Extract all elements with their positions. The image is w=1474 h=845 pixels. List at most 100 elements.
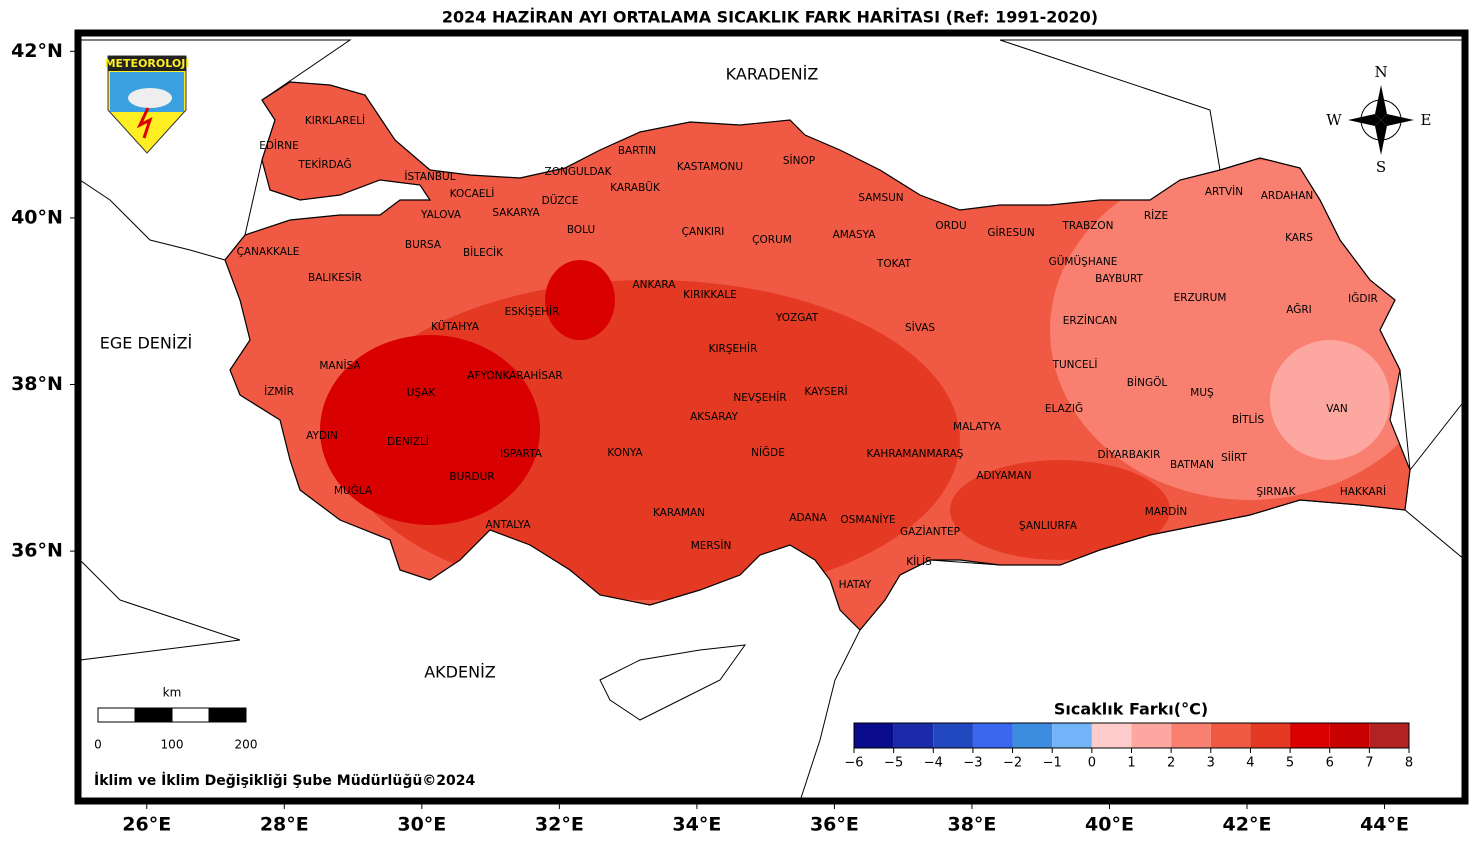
province-label: ISPARTA (500, 448, 543, 460)
province-label: ÇANKIRI (682, 226, 725, 238)
province-label: KASTAMONU (677, 161, 743, 173)
province-label: BİLECİK (463, 246, 504, 259)
scale-tick: 100 (161, 738, 184, 752)
province-label: AMASYA (833, 229, 877, 241)
province-label: AĞRI (1286, 303, 1312, 316)
province-label: SAMSUN (858, 192, 903, 204)
x-tick-label: 44°E (1360, 814, 1409, 836)
colorbar-tick-label: 1 (1127, 756, 1135, 771)
province-label: EDİRNE (259, 139, 299, 152)
province-label: ÇANAKKALE (237, 246, 300, 258)
province-label: BİTLİS (1232, 413, 1265, 426)
province-label: NEVŞEHİR (733, 391, 786, 404)
colorbar-tick-label: 6 (1326, 756, 1334, 771)
province-label: KARAMAN (653, 507, 705, 519)
colorbar-tick-label: −4 (924, 756, 943, 771)
province-label: IĞDIR (1348, 292, 1378, 305)
compass-label: S (1376, 158, 1386, 176)
province-label: MALATYA (953, 421, 1002, 433)
province-label: KOCAELİ (450, 187, 495, 200)
province-label: BARTIN (618, 145, 656, 157)
province-label: DENİZLİ (387, 435, 429, 448)
province-label: BİNGÖL (1127, 376, 1168, 389)
colorbar-bin (893, 723, 934, 748)
y-tick-label: 36°N (11, 540, 63, 562)
province-label: KARS (1285, 232, 1313, 244)
province-label: İSTANBUL (404, 170, 455, 183)
province-label: ORDU (935, 220, 966, 232)
colorbar-bin (1052, 723, 1092, 748)
colorbar-bin (1091, 723, 1132, 748)
x-tick-label: 36°E (810, 814, 859, 836)
colorbar-tick-label: 5 (1286, 756, 1294, 771)
colorbar-tick-label: −3 (963, 756, 982, 771)
province-label: ANKARA (633, 279, 677, 291)
logo: METEOROLOJİ (105, 55, 190, 154)
x-tick-label: 32°E (535, 814, 584, 836)
province-label: TEKİRDAĞ (297, 158, 351, 171)
x-tick-label: 30°E (397, 814, 446, 836)
sea-label: EGE DENİZİ (100, 334, 193, 353)
province-label: AKSARAY (690, 411, 738, 423)
colorbar-tick-label: −5 (884, 756, 903, 771)
province-label: KÜTAHYA (431, 320, 480, 333)
province-label: YOZGAT (775, 312, 819, 324)
x-tick-label: 28°E (260, 814, 309, 836)
scale-tick: 200 (235, 738, 258, 752)
x-tick-label: 38°E (947, 814, 996, 836)
province-label: VAN (1326, 403, 1348, 415)
colorbar-tick-label: 4 (1246, 756, 1254, 771)
province-label: BOLU (567, 224, 595, 236)
colorbar-bin (1290, 723, 1330, 748)
footer: İklim ve İklim Değişikliği Şube Müdürlüğ… (94, 772, 476, 789)
colorbar-bin (1012, 723, 1053, 748)
province-label: ADANA (789, 512, 827, 524)
province-label: BURDUR (449, 471, 494, 483)
province-label: SİNOP (783, 154, 815, 167)
province-label: KIRŞEHİR (709, 342, 758, 355)
province-label: ESKİŞEHİR (505, 305, 560, 318)
colorbar-bin (854, 723, 894, 748)
colorbar-tick-label: −1 (1043, 756, 1062, 771)
province-label: BAYBURT (1095, 273, 1143, 285)
colorbar-bin (1250, 723, 1291, 748)
province-label: TUNCELİ (1052, 358, 1098, 371)
province-label: MUŞ (1190, 387, 1214, 399)
province-label: MERSİN (691, 539, 732, 552)
colorbar-tick-label: 8 (1405, 756, 1413, 771)
province-label: ŞANLIURFA (1019, 520, 1078, 532)
colorbar-tick-label: 2 (1167, 756, 1175, 771)
colorbar-tick-label: −6 (844, 756, 863, 771)
scale-unit: km (163, 686, 182, 700)
province-label: MUĞLA (334, 484, 373, 497)
map-title: 2024 HAZİRAN AYI ORTALAMA SICAKLIK FARK … (442, 8, 1098, 27)
colorbar-bin (933, 723, 973, 748)
province-label: ZONGULDAK (545, 166, 613, 178)
province-label: ERZİNCAN (1063, 314, 1117, 327)
y-tick-label: 40°N (11, 206, 63, 228)
province-label: ARTVİN (1205, 185, 1243, 198)
colorbar: −6 −5 −4 −3 −2 −1 0 1 2 3 4 5 6 7 8 (844, 722, 1413, 771)
province-label: SİİRT (1221, 451, 1247, 464)
province-label: DİYARBAKIR (1098, 448, 1161, 461)
province-label: UŞAK (407, 387, 437, 399)
x-tick-label: 26°E (122, 814, 171, 836)
colorbar-bin (972, 723, 1013, 748)
colorbar-title: Sıcaklık Farkı(°C) (1054, 700, 1208, 719)
province-label: GİRESUN (987, 226, 1034, 239)
province-label: TRABZON (1062, 220, 1114, 232)
logo-text: METEOROLOJİ (105, 56, 190, 70)
colorbar-tick-label: 3 (1207, 756, 1215, 771)
x-tick-label: 34°E (672, 814, 721, 836)
province-label: ÇORUM (752, 234, 792, 246)
colorbar-bin (1131, 723, 1172, 748)
province-label: GAZİANTEP (900, 525, 960, 538)
colorbar-bin (1210, 723, 1251, 748)
y-tick-label: 42°N (11, 40, 63, 62)
province-label: MARDİN (1145, 505, 1188, 518)
sea-label: KARADENİZ (726, 65, 819, 84)
province-label: KIRKLARELİ (305, 114, 365, 127)
colorbar-bin (1369, 723, 1409, 748)
colorbar-bin (1171, 723, 1211, 748)
